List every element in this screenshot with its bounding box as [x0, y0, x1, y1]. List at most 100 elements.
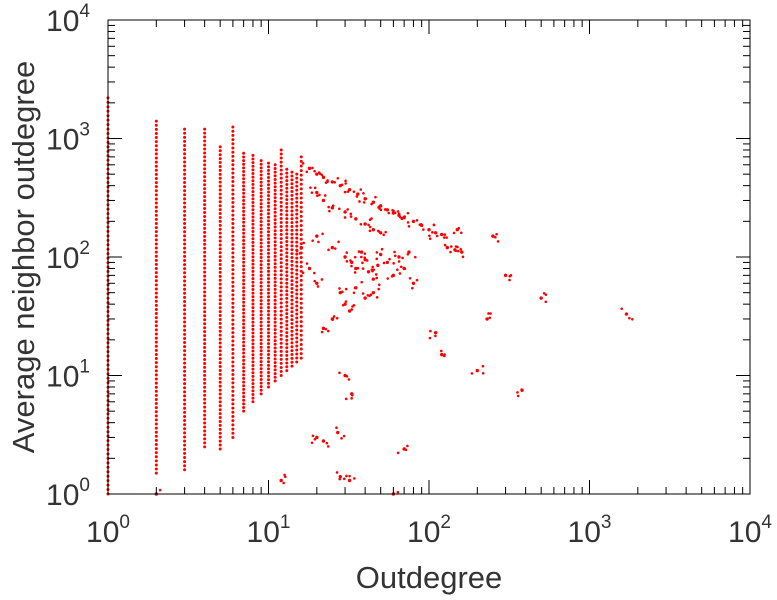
- data-point: [273, 273, 277, 277]
- data-point: [203, 214, 207, 218]
- data-point: [231, 414, 235, 418]
- data-point: [203, 397, 207, 401]
- data-point: [242, 278, 246, 282]
- data-point: [290, 321, 294, 325]
- data-point: [279, 220, 283, 224]
- data-point: [267, 309, 270, 313]
- data-point: [203, 139, 207, 143]
- data-point: [279, 341, 283, 345]
- data-point: [442, 354, 446, 358]
- data-point: [154, 197, 158, 201]
- data-point: [299, 169, 303, 173]
- data-point: [285, 293, 289, 297]
- data-point: [203, 183, 207, 187]
- data-point: [183, 250, 187, 254]
- data-point: [203, 401, 207, 405]
- data-point: [251, 186, 255, 190]
- data-point: [295, 240, 299, 244]
- data-point: [290, 294, 294, 298]
- data-point: [404, 448, 408, 452]
- data-point: [285, 334, 289, 338]
- data-point: [251, 338, 255, 342]
- data-point: [295, 196, 299, 200]
- data-point: [154, 221, 158, 225]
- data-point: [203, 361, 207, 365]
- data-point: [285, 270, 289, 274]
- data-point: [183, 254, 187, 258]
- data-point: [295, 328, 299, 332]
- data-point: [408, 276, 412, 280]
- data-point: [361, 267, 365, 270]
- data-point: [544, 293, 548, 296]
- data-point: [259, 177, 263, 181]
- data-point: [231, 318, 235, 322]
- data-point: [273, 335, 277, 339]
- data-point: [290, 193, 294, 197]
- data-point: [154, 258, 158, 262]
- data-point: [203, 326, 207, 330]
- y-tick-label: 100: [46, 475, 90, 512]
- data-point: [259, 216, 263, 220]
- data-point: [231, 347, 235, 351]
- data-point: [398, 272, 402, 275]
- data-point: [279, 265, 283, 269]
- data-point: [406, 221, 410, 224]
- data-point: [299, 233, 303, 237]
- data-point: [368, 225, 372, 229]
- data-point: [218, 357, 222, 361]
- data-point: [183, 148, 187, 152]
- data-point: [428, 234, 431, 238]
- data-point: [218, 317, 222, 321]
- data-point: [279, 317, 283, 321]
- data-point: [342, 477, 346, 481]
- data-point: [154, 393, 158, 397]
- data-point: [351, 393, 354, 397]
- data-point: [396, 451, 400, 455]
- data-point: [290, 213, 294, 217]
- data-point: [218, 325, 222, 329]
- data-point: [295, 176, 299, 180]
- data-point: [290, 275, 294, 279]
- data-point: [283, 473, 286, 477]
- data-point: [231, 238, 235, 242]
- data-point: [251, 342, 255, 346]
- data-point: [251, 229, 255, 233]
- data-point: [242, 159, 246, 163]
- data-point: [407, 250, 411, 254]
- data-point: [231, 171, 235, 175]
- data-point: [242, 398, 246, 402]
- y-tick-label: 103: [46, 120, 90, 157]
- data-point: [331, 204, 335, 207]
- data-point: [154, 201, 158, 205]
- x-tick-label: 103: [568, 512, 612, 549]
- data-point: [267, 334, 270, 338]
- data-point: [154, 275, 158, 279]
- data-point: [183, 332, 187, 336]
- data-point: [242, 307, 246, 311]
- data-point: [203, 191, 207, 195]
- data-point: [279, 261, 283, 265]
- data-point: [285, 258, 289, 262]
- data-point: [267, 248, 270, 252]
- data-point: [346, 190, 350, 193]
- data-point: [231, 364, 235, 368]
- data-point: [285, 262, 289, 266]
- data-point: [259, 291, 263, 295]
- data-point: [407, 225, 411, 228]
- data-point: [242, 191, 246, 195]
- data-point: [285, 338, 289, 342]
- data-point: [295, 344, 299, 348]
- data-point: [231, 431, 235, 435]
- data-point: [267, 378, 270, 382]
- data-point: [218, 192, 222, 196]
- data-point: [203, 389, 207, 393]
- data-point: [154, 234, 158, 238]
- data-point: [267, 197, 270, 201]
- data-point: [413, 255, 417, 259]
- data-point: [242, 209, 246, 213]
- data-point: [442, 236, 446, 239]
- data-point: [183, 127, 187, 131]
- data-point: [259, 334, 263, 338]
- data-point: [316, 285, 320, 288]
